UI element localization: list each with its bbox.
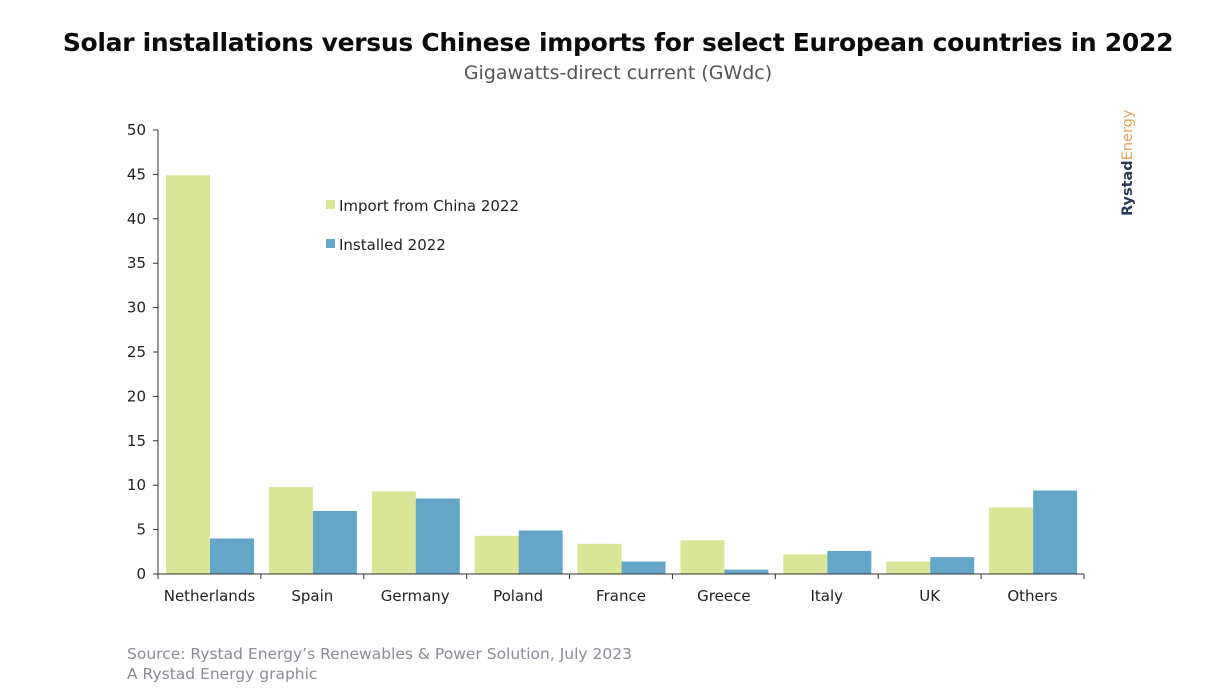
logo-part-1: Rystad [1120, 160, 1136, 216]
bar-greece-import [680, 540, 725, 574]
bar-uk-import [886, 561, 931, 574]
y-tick-label: 45 [127, 165, 146, 183]
bar-netherlands-installed [210, 538, 254, 574]
chart-title: Solar installations versus Chinese impor… [62, 28, 1174, 57]
x-tick-label: Spain [291, 587, 333, 605]
legend-label-installed: Installed 2022 [339, 236, 446, 254]
x-tick-label: France [596, 587, 646, 605]
bar-netherlands-import [166, 175, 210, 574]
y-tick-label: 20 [127, 387, 146, 405]
bar-poland-import [474, 535, 519, 574]
x-tick-label: Italy [811, 587, 844, 605]
y-tick-label: 25 [127, 343, 146, 361]
bar-france-installed [621, 561, 666, 574]
bar-poland-installed [518, 530, 563, 574]
legend-swatch-installed [326, 239, 335, 248]
source-text: Source: Rystad Energy’s Renewables & Pow… [127, 645, 632, 663]
chart-subtitle: Gigawatts-direct current (GWdc) [463, 62, 773, 84]
bar-germany-installed [415, 498, 460, 574]
logo-part-2: Energy [1120, 109, 1136, 161]
bar-italy-installed [827, 550, 872, 574]
credit-text: A Rystad Energy graphic [127, 665, 318, 683]
bar-germany-import [371, 491, 416, 574]
source-note: Source: Rystad Energy’s Renewables & Pow… [127, 644, 632, 684]
y-tick-label: 35 [127, 254, 146, 272]
y-tick-label: 10 [127, 476, 146, 494]
x-tick-label: Others [1007, 587, 1058, 605]
bar-uk-installed [930, 557, 975, 574]
legend-label-import: Import from China 2022 [339, 197, 519, 215]
y-tick-label: 0 [136, 565, 146, 583]
x-tick-label: Greece [697, 587, 750, 605]
x-tick-label: Germany [381, 587, 450, 605]
bar-greece-installed [724, 569, 769, 574]
bar-others-import [989, 507, 1034, 574]
y-tick-label: 40 [127, 210, 146, 228]
legend-swatch-import [326, 200, 335, 209]
bar-spain-installed [312, 510, 357, 574]
x-tick-label: Poland [493, 587, 543, 605]
bar-others-installed [1033, 490, 1078, 574]
x-tick-label: Netherlands [164, 587, 256, 605]
bar-spain-import [268, 486, 313, 574]
y-tick-label: 5 [136, 521, 146, 539]
y-tick-label: 15 [127, 432, 146, 450]
y-tick-label: 30 [127, 299, 146, 317]
y-tick-label: 50 [127, 121, 146, 139]
rystad-logo: RystadEnergy [1120, 109, 1140, 222]
x-tick-label: UK [919, 587, 941, 605]
bar-france-import [577, 543, 622, 574]
bar-italy-import [783, 554, 828, 574]
